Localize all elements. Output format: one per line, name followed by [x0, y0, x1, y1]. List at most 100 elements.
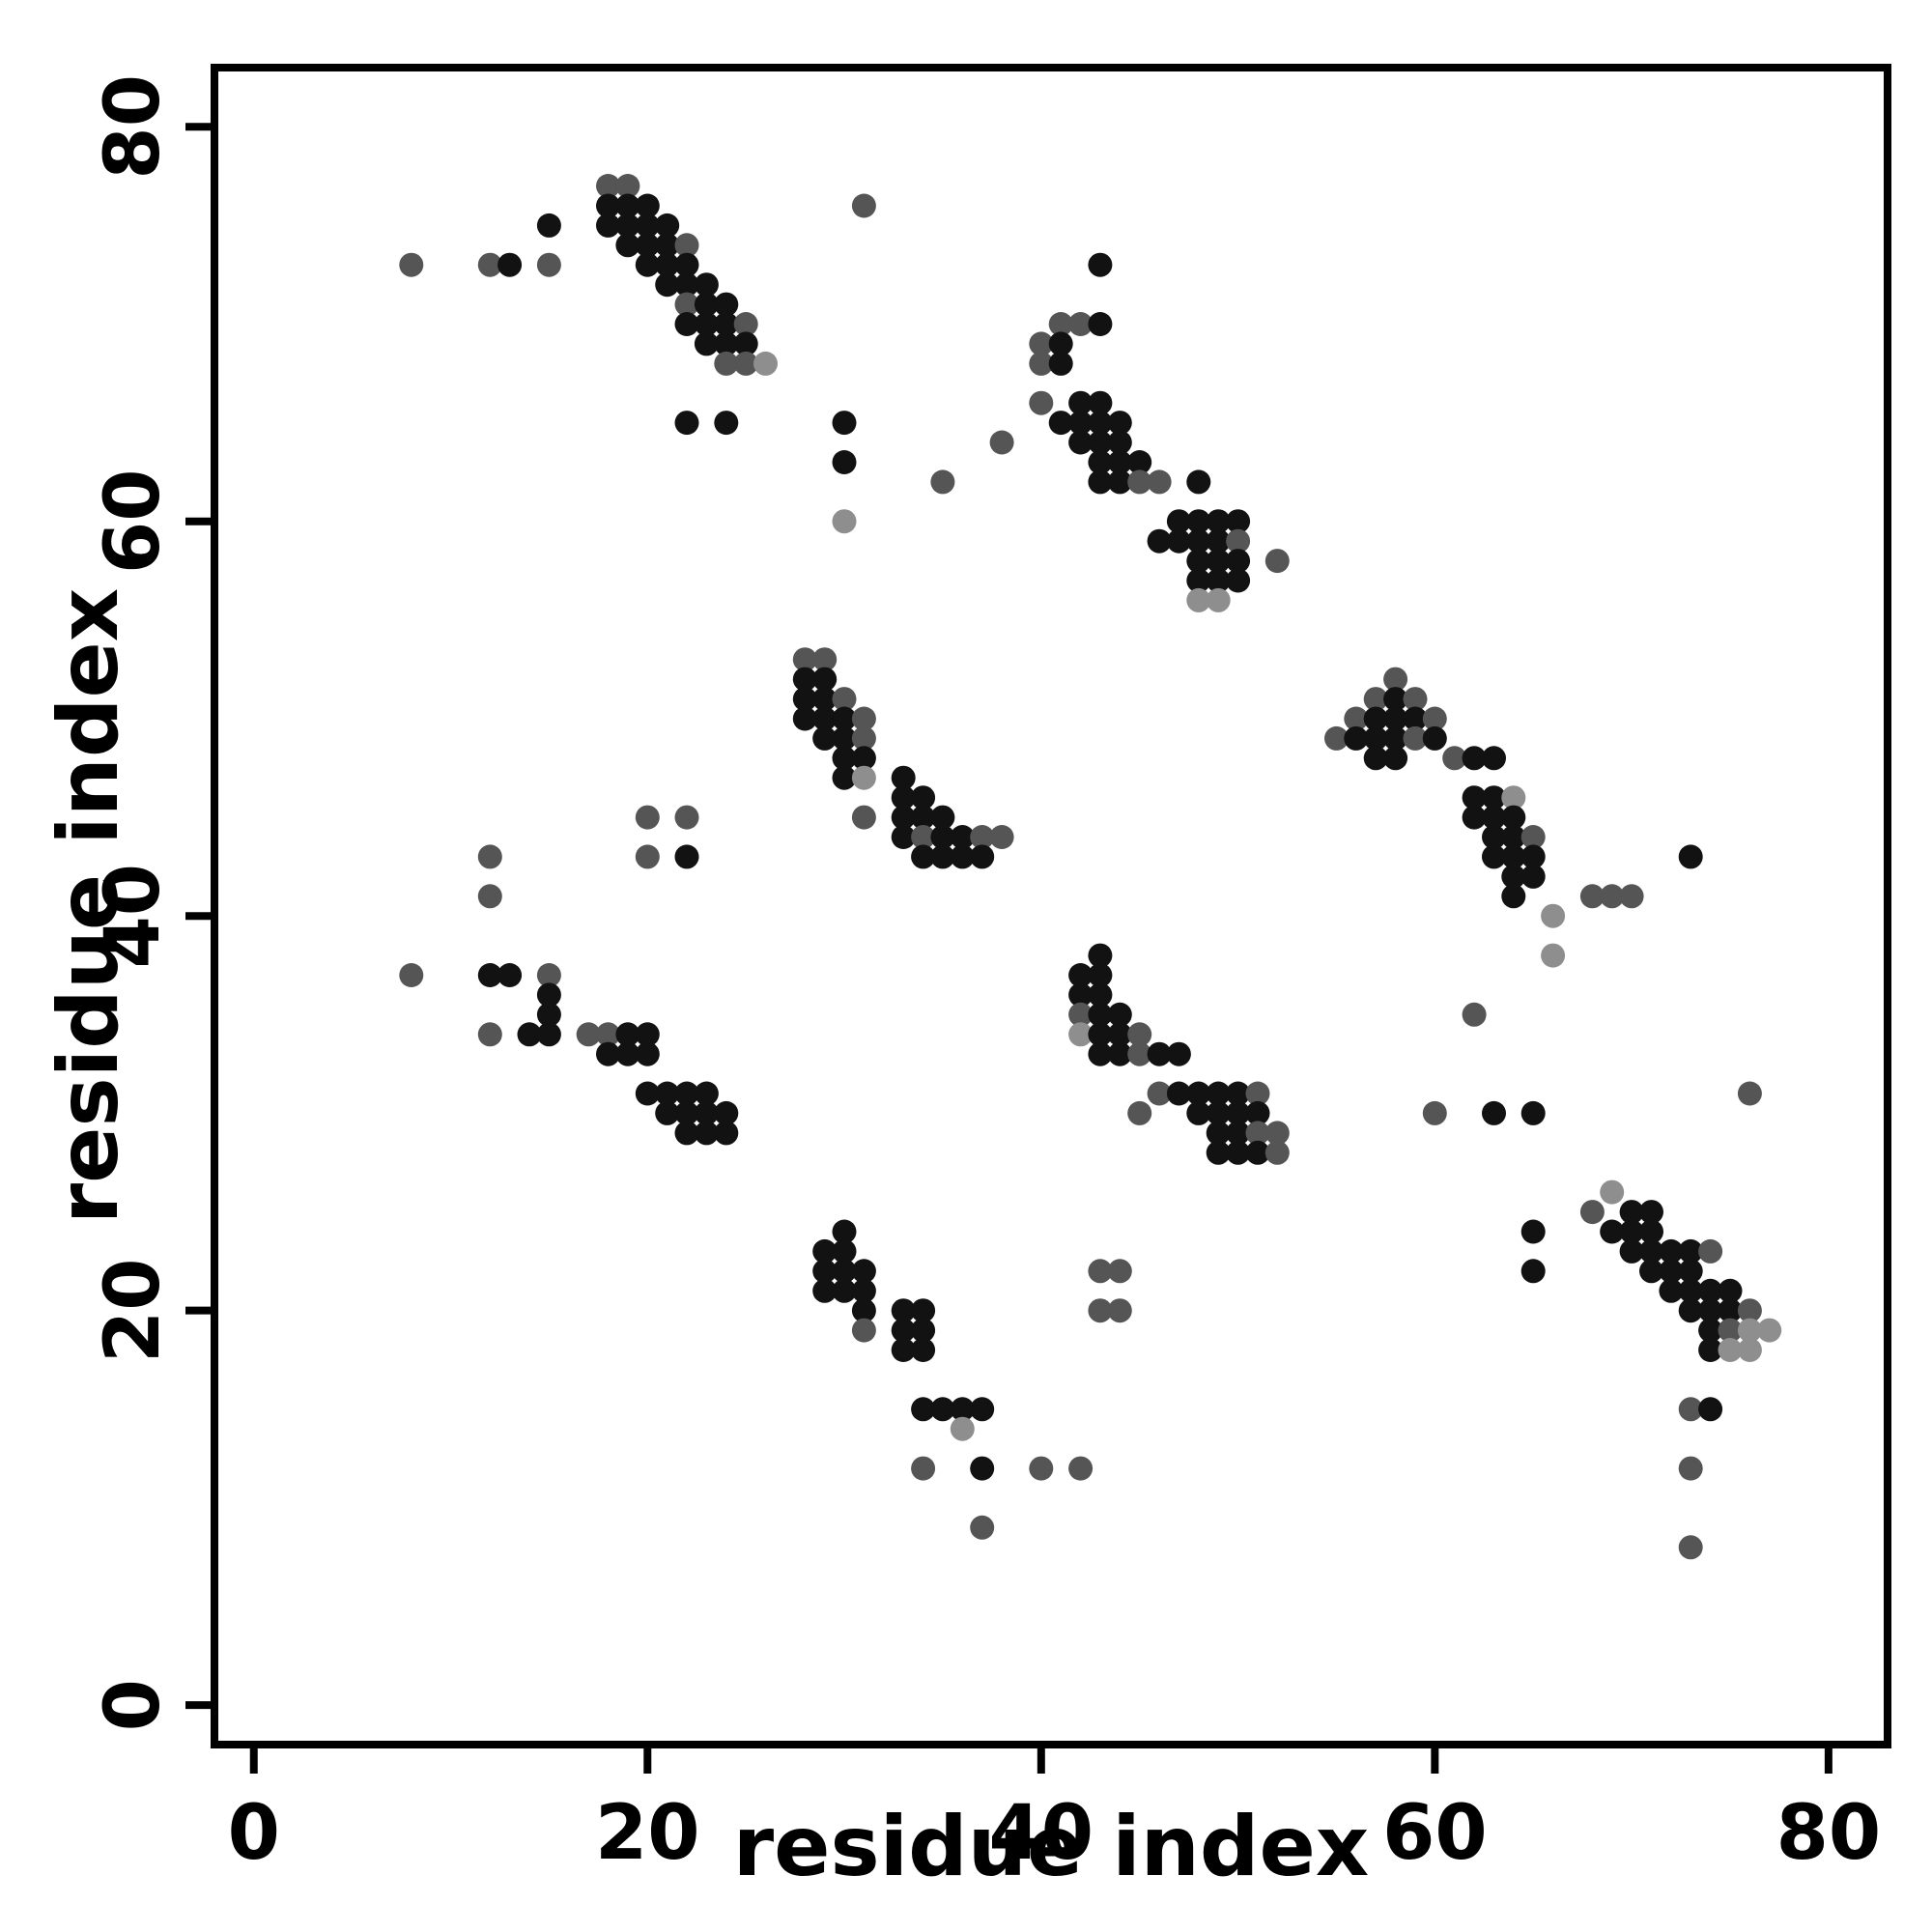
data-point — [1186, 549, 1211, 574]
data-point — [1088, 252, 1113, 277]
data-point — [536, 963, 561, 987]
data-point — [891, 1298, 916, 1323]
data-point — [1462, 785, 1487, 810]
y-tick-label: 0 — [90, 1679, 177, 1731]
data-point — [635, 1041, 660, 1066]
data-point — [635, 193, 660, 218]
data-point — [832, 765, 857, 790]
data-point — [1107, 450, 1132, 474]
data-point — [812, 687, 838, 712]
data-point — [1639, 1200, 1663, 1225]
data-point — [615, 213, 640, 238]
data-point — [1186, 587, 1211, 612]
data-point — [1068, 1002, 1094, 1027]
data-point — [1206, 1100, 1231, 1125]
data-point — [1264, 549, 1290, 574]
data-point — [1600, 1179, 1625, 1205]
data-point — [674, 1121, 699, 1146]
data-point — [812, 647, 838, 672]
data-point — [891, 1318, 916, 1343]
data-point — [1383, 706, 1408, 731]
data-point — [1088, 1041, 1113, 1066]
data-point — [497, 963, 523, 987]
data-point — [1659, 1278, 1684, 1303]
data-point — [1029, 390, 1054, 415]
data-point — [714, 411, 739, 436]
x-tick-label: 0 — [228, 1790, 280, 1877]
data-point — [1226, 568, 1251, 593]
data-point — [399, 252, 424, 277]
data-point — [1226, 1121, 1251, 1146]
data-point — [655, 252, 680, 277]
data-point — [635, 1022, 660, 1047]
data-point — [1678, 844, 1703, 869]
data-point — [1147, 1041, 1172, 1066]
data-point — [694, 1100, 719, 1125]
data-point — [930, 805, 955, 830]
data-point — [812, 667, 838, 692]
x-tick-label: 60 — [1382, 1790, 1488, 1877]
data-point — [1344, 725, 1369, 751]
data-point — [851, 1259, 876, 1284]
data-point — [1678, 1278, 1703, 1303]
data-point — [655, 1100, 680, 1125]
data-point — [635, 213, 660, 238]
data-point — [1462, 805, 1487, 830]
data-point — [1737, 1081, 1762, 1106]
data-point — [1383, 667, 1408, 692]
data-point — [832, 1259, 857, 1284]
data-point — [536, 982, 561, 1008]
data-point — [1678, 1535, 1703, 1560]
data-point — [851, 805, 876, 830]
data-point — [792, 687, 817, 712]
data-point — [1422, 1100, 1447, 1125]
data-point — [1166, 1081, 1191, 1106]
data-point — [1403, 687, 1428, 712]
data-point — [911, 1397, 936, 1422]
data-point — [989, 430, 1014, 455]
data-point — [911, 1338, 936, 1362]
x-axis-title: residue index — [732, 1799, 1370, 1895]
data-point — [596, 193, 620, 218]
data-point — [753, 351, 778, 376]
data-point — [1186, 568, 1211, 593]
data-point — [911, 825, 936, 849]
data-point — [694, 1081, 719, 1106]
x-tick-label: 80 — [1776, 1790, 1882, 1877]
data-point — [1619, 1219, 1644, 1244]
data-point — [1245, 1121, 1270, 1146]
data-point — [1482, 805, 1506, 830]
data-point — [812, 1259, 838, 1284]
data-point — [792, 647, 817, 672]
data-point — [1501, 825, 1526, 849]
data-point — [1757, 1318, 1782, 1343]
data-point — [1088, 1259, 1113, 1284]
data-point — [1718, 1338, 1743, 1362]
data-point — [1678, 1238, 1703, 1264]
data-point — [930, 825, 955, 849]
data-point — [1698, 1397, 1723, 1422]
data-point — [832, 746, 857, 771]
data-point — [851, 725, 876, 751]
data-point — [1363, 706, 1388, 731]
data-point — [792, 706, 817, 731]
data-point — [694, 272, 719, 298]
data-point — [1068, 411, 1094, 436]
data-point — [1619, 1238, 1644, 1264]
data-point — [1048, 312, 1073, 336]
data-point — [1501, 884, 1526, 909]
data-point — [1520, 844, 1546, 869]
data-point — [1068, 312, 1094, 336]
data-point — [714, 331, 739, 356]
data-point — [1107, 1298, 1132, 1323]
data-point — [1698, 1238, 1723, 1264]
data-point — [1482, 785, 1506, 810]
data-point — [497, 252, 523, 277]
data-point — [1482, 825, 1506, 849]
data-point — [1501, 844, 1526, 869]
data-point — [1107, 430, 1132, 455]
data-point — [1048, 331, 1073, 356]
data-point — [1107, 469, 1132, 495]
data-point — [655, 272, 680, 298]
data-point — [1166, 1041, 1191, 1066]
